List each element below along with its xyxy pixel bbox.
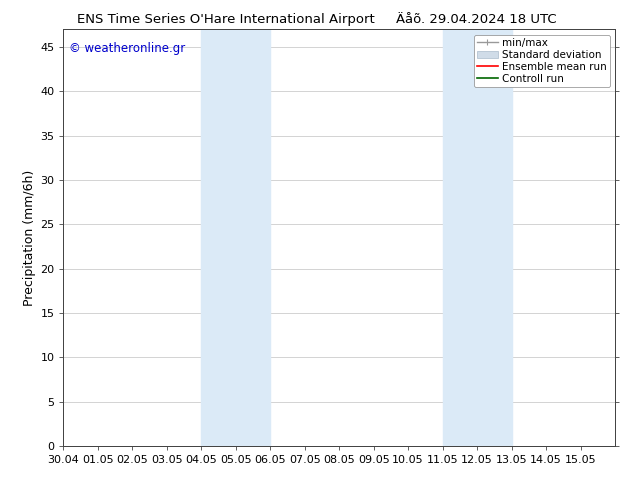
- Bar: [202, 29, 270, 446]
- Text: ENS Time Series O'Hare International Airport     Äåõ. 29.04.2024 18 UTC: ENS Time Series O'Hare International Air…: [77, 12, 557, 26]
- Y-axis label: Precipitation (mm/6h): Precipitation (mm/6h): [23, 170, 36, 306]
- Legend: min/max, Standard deviation, Ensemble mean run, Controll run: min/max, Standard deviation, Ensemble me…: [474, 35, 610, 87]
- Text: © weatheronline.gr: © weatheronline.gr: [69, 42, 185, 55]
- Bar: [443, 29, 512, 446]
